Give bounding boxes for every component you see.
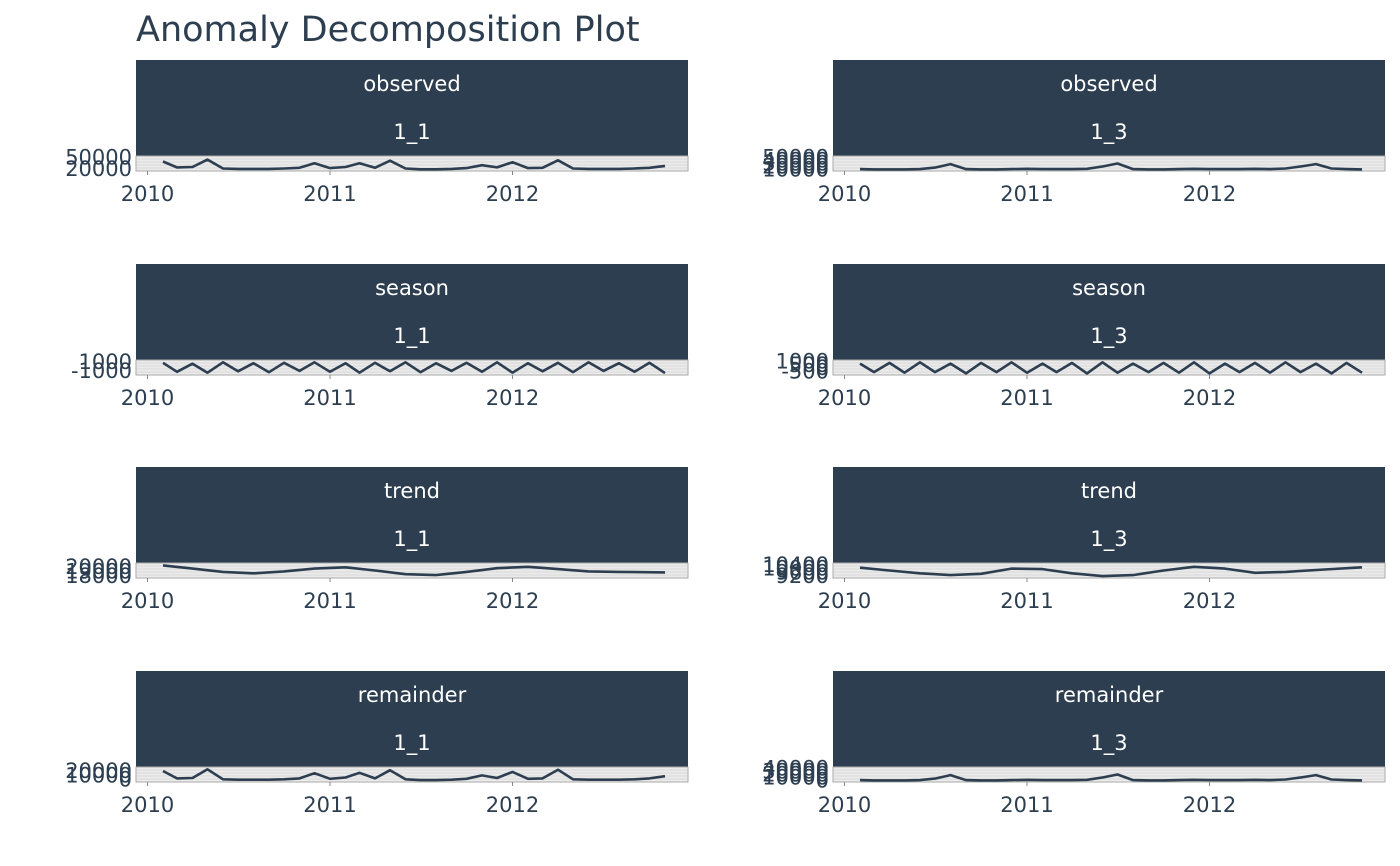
y-tick-label: 20000 [65, 555, 132, 579]
y-tick-label: 10000 [65, 763, 132, 787]
x-tick-label: 2012 [1183, 793, 1236, 817]
x-tick-label: 2011 [1000, 589, 1053, 613]
y-tick-label: 1000 [776, 350, 829, 374]
series-line [162, 767, 666, 782]
y-tick-label: 0 [119, 768, 132, 792]
y-tick-label: 20000 [762, 154, 829, 178]
series-line [859, 565, 1363, 578]
y-tick-label: 50000 [65, 146, 132, 170]
y-tick-label: 30000 [762, 760, 829, 784]
y-tick-label: 50000 [762, 146, 829, 170]
series-line [859, 773, 1363, 782]
strip-label-facet: remainder [1055, 683, 1164, 707]
y-tick-label: 9200 [776, 564, 829, 588]
y-tick-label: 18000 [65, 564, 132, 588]
strip-background [136, 467, 688, 563]
x-tick-label: 2010 [121, 386, 174, 410]
x-tick-label: 2012 [1183, 589, 1236, 613]
x-tick-label: 2011 [1000, 182, 1053, 206]
strip-background [136, 60, 688, 156]
x-tick-label: 2012 [1183, 386, 1236, 410]
panel-background [832, 155, 1386, 172]
y-tick-label: 20000 [65, 157, 132, 181]
x-tick-label: 2010 [818, 386, 871, 410]
strip-label-id: 1_3 [1090, 731, 1127, 756]
panel-background [135, 766, 689, 783]
series-line [162, 564, 666, 577]
y-tick-label: -1000 [71, 359, 132, 383]
x-tick-label: 2010 [121, 793, 174, 817]
x-tick-label: 2011 [303, 386, 356, 410]
strip-background [833, 467, 1385, 563]
y-tick-label: 10000 [762, 157, 829, 181]
strip-label-facet: season [375, 276, 449, 300]
x-tick-label: 2011 [303, 182, 356, 206]
strip-label-facet: trend [384, 479, 440, 503]
y-tick-label: 30000 [762, 152, 829, 176]
x-tick-label: 2010 [818, 182, 871, 206]
strip-background [136, 671, 688, 767]
y-tick-label: 10400 [762, 553, 829, 577]
y-tick-label: 40000 [762, 149, 829, 173]
strip-background [833, 60, 1385, 156]
panel-background [832, 766, 1386, 783]
x-tick-label: 2010 [818, 589, 871, 613]
strip-label-id: 1_1 [393, 120, 430, 145]
y-tick-label: -500 [781, 359, 829, 383]
y-tick-label: 9600 [776, 560, 829, 584]
strip-label-id: 1_1 [393, 527, 430, 552]
x-tick-label: 2010 [121, 182, 174, 206]
strip-label-id: 1_3 [1090, 120, 1127, 145]
series-line [859, 162, 1363, 171]
y-tick-label: 20000 [65, 759, 132, 783]
strip-background [833, 671, 1385, 767]
y-tick-label: 20000 [762, 763, 829, 787]
panel-background [135, 155, 689, 172]
y-tick-label: 10000 [762, 765, 829, 789]
x-tick-label: 2012 [486, 386, 539, 410]
series-line [162, 360, 666, 375]
strip-label-id: 1_3 [1090, 527, 1127, 552]
x-tick-label: 2010 [121, 589, 174, 613]
x-tick-label: 2012 [486, 182, 539, 206]
x-tick-label: 2011 [1000, 386, 1053, 410]
strip-label-facet: trend [1081, 479, 1137, 503]
strip-label-facet: season [1072, 276, 1146, 300]
x-tick-label: 2011 [303, 793, 356, 817]
x-tick-label: 2012 [1183, 182, 1236, 206]
chart-title: Anomaly Decomposition Plot [136, 10, 640, 50]
x-tick-label: 2012 [486, 589, 539, 613]
strip-label-facet: observed [1060, 72, 1157, 96]
y-tick-label: 500 [789, 353, 829, 377]
x-tick-label: 2011 [303, 589, 356, 613]
strip-background [833, 264, 1385, 360]
x-tick-label: 2010 [818, 793, 871, 817]
strip-label-id: 1_1 [393, 324, 430, 349]
strip-label-facet: remainder [358, 683, 467, 707]
y-tick-label: 0 [816, 356, 829, 380]
strip-background [136, 264, 688, 360]
x-tick-label: 2012 [486, 793, 539, 817]
y-tick-label: 40000 [762, 757, 829, 781]
strip-label-id: 1_1 [393, 731, 430, 756]
y-tick-label: 0 [816, 768, 829, 792]
x-tick-label: 2011 [1000, 793, 1053, 817]
y-tick-label: 10000 [762, 557, 829, 581]
strip-label-facet: observed [363, 72, 460, 96]
y-tick-label: 19000 [65, 559, 132, 583]
series-line [162, 158, 666, 171]
series-line [859, 360, 1363, 375]
strip-label-id: 1_3 [1090, 324, 1127, 349]
panel-background [135, 562, 689, 579]
y-tick-label: 1000 [79, 350, 132, 374]
